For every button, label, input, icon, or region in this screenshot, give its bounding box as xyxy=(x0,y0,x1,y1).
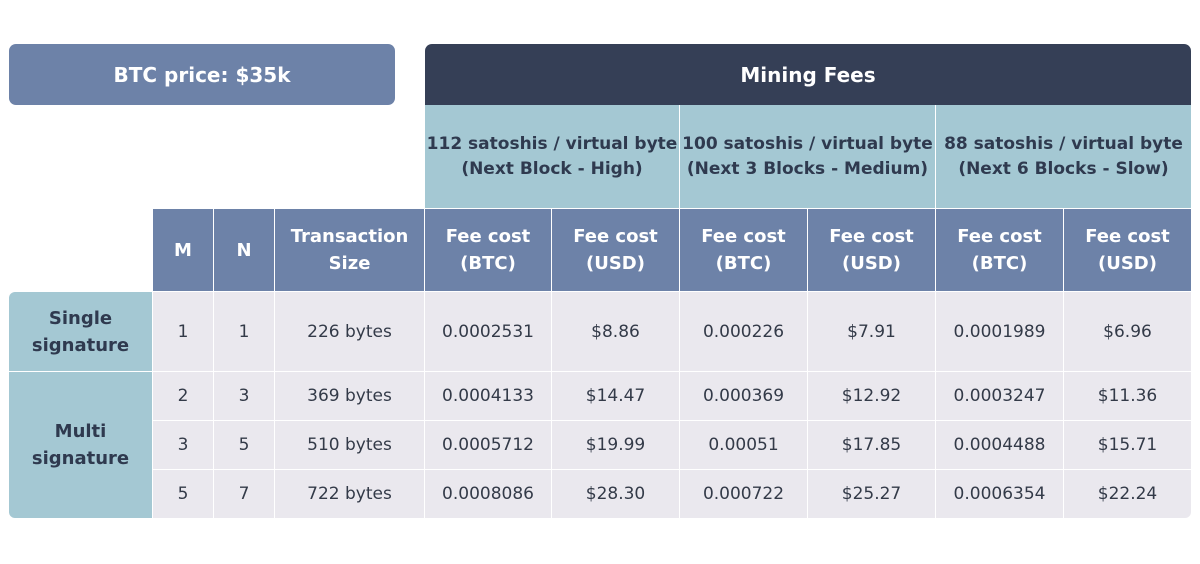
cell-fee-usd-high: $28.30 xyxy=(552,470,680,518)
group-label: Multi xyxy=(54,421,107,442)
header-label: N xyxy=(236,239,252,261)
cell-fee-btc-slow: 0.0001989 xyxy=(936,292,1064,372)
cell-fee-btc-medium: 0.000722 xyxy=(680,470,808,518)
header-label: Fee cost xyxy=(701,226,786,247)
group-label: signature xyxy=(31,448,130,469)
column-header-fee-btc-medium: Fee cost (BTC) xyxy=(680,209,808,292)
cell-size: 510 bytes xyxy=(275,421,425,470)
cell-size: 722 bytes xyxy=(275,470,425,518)
cell-m: 1 xyxy=(153,292,214,372)
rate-line: 88 satoshis / virtual byte xyxy=(944,133,1183,154)
column-header-m: M xyxy=(153,209,214,292)
cell-fee-usd-slow: $15.71 xyxy=(1064,421,1191,470)
header-label: Fee cost xyxy=(1085,226,1170,247)
cell-n: 7 xyxy=(214,470,275,518)
rate-header-high: 112 satoshis / virtual byte (Next Block … xyxy=(425,105,680,209)
cell-fee-usd-slow: $6.96 xyxy=(1064,292,1191,372)
column-header-size: Transaction Size xyxy=(275,209,425,292)
cell-fee-btc-high: 0.0008086 xyxy=(425,470,552,518)
cell-fee-usd-slow: $22.24 xyxy=(1064,470,1191,518)
cell-fee-btc-medium: 0.00051 xyxy=(680,421,808,470)
cell-fee-btc-high: 0.0002531 xyxy=(425,292,552,372)
btc-price-banner: BTC price: $35k xyxy=(9,44,395,105)
rate-line: 112 satoshis / virtual byte xyxy=(426,133,678,154)
header-label: Fee cost xyxy=(573,226,658,247)
cell-fee-usd-slow: $11.36 xyxy=(1064,372,1191,421)
rate-subline: (Next 3 Blocks - Medium) xyxy=(686,158,929,179)
cell-fee-usd-medium: $12.92 xyxy=(808,372,936,421)
header-label: M xyxy=(174,239,192,261)
mining-fees-header: Mining Fees xyxy=(425,44,1191,105)
cell-fee-usd-high: $19.99 xyxy=(552,421,680,470)
header-label: (BTC) xyxy=(971,253,1028,274)
column-header-fee-usd-high: Fee cost (USD) xyxy=(552,209,680,292)
cell-fee-btc-high: 0.0004133 xyxy=(425,372,552,421)
column-header-fee-usd-medium: Fee cost (USD) xyxy=(808,209,936,292)
cell-fee-usd-medium: $25.27 xyxy=(808,470,936,518)
group-label: signature xyxy=(31,334,130,356)
column-header-fee-btc-slow: Fee cost (BTC) xyxy=(936,209,1064,292)
cell-n: 3 xyxy=(214,372,275,421)
header-label: Size xyxy=(328,253,371,274)
cell-m: 2 xyxy=(153,372,214,421)
header-label: (USD) xyxy=(842,253,901,274)
rate-line: 100 satoshis / virtual byte xyxy=(682,133,933,154)
header-label: Fee cost xyxy=(445,226,531,247)
cell-m: 3 xyxy=(153,421,214,470)
column-header-n: N xyxy=(214,209,275,292)
cell-fee-btc-slow: 0.0003247 xyxy=(936,372,1064,421)
cell-fee-usd-medium: $17.85 xyxy=(808,421,936,470)
cell-fee-usd-medium: $7.91 xyxy=(808,292,936,372)
cell-size: 226 bytes xyxy=(275,292,425,372)
cell-fee-usd-high: $8.86 xyxy=(552,292,680,372)
cell-n: 1 xyxy=(214,292,275,372)
rate-subline: (Next Block - High) xyxy=(461,158,643,179)
rate-header-slow: 88 satoshis / virtual byte (Next 6 Block… xyxy=(936,105,1191,209)
header-label: Fee cost xyxy=(957,226,1042,247)
header-label: Transaction xyxy=(290,226,409,247)
cell-m: 5 xyxy=(153,470,214,518)
cell-fee-btc-slow: 0.0004488 xyxy=(936,421,1064,470)
column-header-fee-usd-slow: Fee cost (USD) xyxy=(1064,209,1191,292)
group-single-signature: Single signature xyxy=(9,292,152,372)
cell-fee-usd-high: $14.47 xyxy=(552,372,680,421)
cell-fee-btc-high: 0.0005712 xyxy=(425,421,552,470)
group-multi-signature: Multi signature xyxy=(9,372,152,518)
header-label: (BTC) xyxy=(715,253,772,274)
group-label: Single xyxy=(48,307,113,329)
cell-size: 369 bytes xyxy=(275,372,425,421)
rate-subline: (Next 6 Blocks - Slow) xyxy=(958,158,1169,179)
header-label: (USD) xyxy=(1098,253,1157,274)
column-header-fee-btc-high: Fee cost (BTC) xyxy=(425,209,552,292)
header-label: (BTC) xyxy=(460,253,516,274)
header-label: (USD) xyxy=(586,253,645,274)
cell-n: 5 xyxy=(214,421,275,470)
cell-fee-btc-medium: 0.000226 xyxy=(680,292,808,372)
rate-header-medium: 100 satoshis / virtual byte (Next 3 Bloc… xyxy=(680,105,936,209)
header-label: Fee cost xyxy=(829,226,914,247)
cell-fee-btc-medium: 0.000369 xyxy=(680,372,808,421)
cell-fee-btc-slow: 0.0006354 xyxy=(936,470,1064,518)
